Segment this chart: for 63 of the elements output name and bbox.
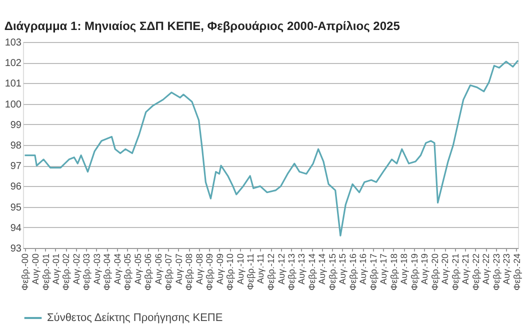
y-tick-label: 101: [4, 78, 22, 90]
x-tick-label: Αυγ.-22: [481, 254, 492, 284]
x-tick-label: Φεβρ.-21: [450, 254, 460, 290]
x-tick-label: Αυγ.-06: [153, 254, 164, 284]
x-tick-label: Φεβρ.-05: [122, 254, 133, 290]
x-tick-label: Αυγ.-00: [30, 254, 40, 284]
x-tick-label: Αυγ.-11: [256, 254, 266, 284]
x-tick-label: Αυγ.-05: [132, 254, 143, 284]
x-tick-label: Φεβρ.-13: [286, 254, 297, 290]
y-tick-label: 103: [4, 38, 22, 48]
x-tick-label: Αυγ.-21: [460, 254, 471, 284]
legend-label: Σύνθετος Δείκτης Προήγησης ΚΕΠΕ: [47, 312, 223, 324]
line-series: [24, 60, 519, 236]
x-tick-label: Αυγ.-12: [276, 254, 286, 284]
x-tick-label: Αυγ.-16: [358, 254, 368, 284]
x-tick-label: Φεβρ.-12: [266, 254, 276, 290]
x-tick-label: Φεβρ.-06: [143, 254, 154, 290]
x-tick-label: Αυγ.-19: [420, 254, 430, 284]
x-tick-label: Φεβρ.-08: [184, 254, 194, 290]
x-tick-label: Αυγ.-18: [399, 254, 410, 284]
x-tick-label: Αυγ.-03: [92, 254, 102, 284]
x-tick-label: Φεβρ.-16: [348, 254, 358, 290]
y-tick-label: 93: [10, 244, 22, 254]
x-tick-label: Φεβρ.-02: [61, 254, 72, 290]
x-tick-label: Αυγ.-07: [174, 254, 184, 284]
x-tick-label: Αυγ.-23: [502, 254, 512, 284]
y-tick-label: 98: [10, 140, 22, 152]
x-tick-label: Φεβρ.-17: [368, 254, 379, 290]
x-tick-label: Φεβρ.-11: [246, 254, 256, 290]
x-tick-label: Φεβρ.-00: [20, 254, 30, 290]
y-tick-label: 97: [10, 161, 22, 172]
x-tick-label: Αυγ.-15: [338, 254, 348, 284]
y-tick-label: 100: [4, 99, 22, 110]
x-tick-label: Φεβρ.-03: [82, 254, 92, 290]
x-tick-label: Φεβρ.-20: [430, 254, 440, 290]
x-tick-label: Φεβρ.-15: [328, 254, 338, 290]
y-tick-label: 96: [10, 182, 22, 193]
y-tick-label: 99: [10, 120, 22, 131]
x-tick-label: Φεβρ.-19: [409, 254, 420, 290]
x-tick-label: Αυγ.-20: [440, 254, 450, 284]
x-tick-label: Αυγ.-04: [112, 254, 122, 284]
x-tick-label: Αυγ.-02: [71, 254, 82, 284]
x-tick-label: Αυγ.-14: [317, 254, 328, 284]
x-tick-label: Φεβρ.-23: [491, 254, 502, 290]
x-tick-label: Αυγ.-09: [214, 254, 225, 284]
x-tick-label: Αυγ.-01: [50, 254, 61, 284]
y-tick-label: 95: [10, 202, 22, 214]
x-tick-label: Αυγ.-13: [296, 254, 307, 284]
x-tick-label: Φεβρ.-14: [307, 254, 318, 290]
y-tick-label: 102: [4, 58, 22, 70]
x-tick-label: Φεβρ.-07: [164, 254, 174, 290]
x-tick-label: Φεβρ.-22: [470, 254, 481, 290]
x-tick-label: Φεβρ.-10: [225, 254, 236, 290]
x-tick-label: Αυγ.-08: [194, 254, 204, 284]
y-tick-label: 94: [10, 222, 22, 234]
x-tick-label: Φεβρ.-01: [40, 254, 51, 290]
x-tick-label: Φεβρ.-04: [102, 254, 112, 290]
chart-title: Διάγραμμα 1: Μηνιαίος ΣΔΠ ΚΕΠΕ, Φεβρουάριος 2000-Απρίλιος 2025: [4, 19, 400, 33]
x-tick-label: Φεβρ.-18: [388, 254, 399, 290]
x-tick-label: Φεβρ.-09: [204, 254, 215, 290]
x-tick-label: Αυγ.-10: [235, 254, 246, 284]
x-tick-label: Αυγ.-17: [378, 254, 389, 284]
x-tick-label: Φεβρ.-24: [512, 254, 522, 290]
